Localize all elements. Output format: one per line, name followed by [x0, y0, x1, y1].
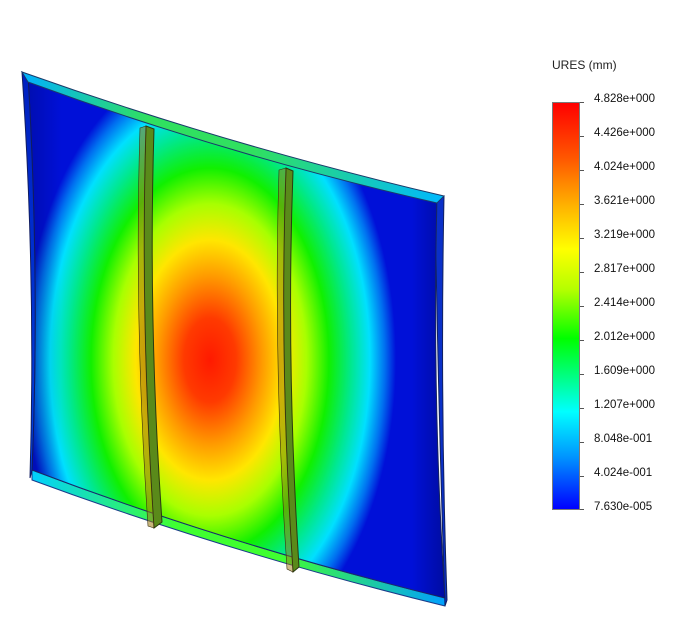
legend-tick-mark [580, 170, 584, 171]
legend-tick-label: 1.609e+000 [594, 365, 656, 377]
legend-tick-label: 4.828e+000 [594, 93, 656, 105]
legend-tick-mark [580, 408, 584, 409]
legend-tick-label: 2.414e+000 [594, 297, 656, 309]
legend-tick-label: 2.012e+000 [594, 331, 656, 343]
legend-tick-mark [580, 238, 584, 239]
stiffener-left-face [137, 125, 155, 529]
legend-tick-mark [580, 272, 584, 273]
legend-tick-mark [580, 476, 584, 477]
legend-tick-mark [580, 442, 584, 443]
panel-right-edge [434, 195, 448, 607]
legend-tick-label: 1.207e+000 [594, 399, 656, 411]
legend-tick-label: 7.630e-005 [594, 501, 653, 513]
panel-top-edge [20, 71, 445, 204]
legend-tick-label: 3.219e+000 [594, 229, 656, 241]
legend-tick-mark [580, 306, 584, 307]
panel-left-edge [21, 71, 36, 479]
legend-tick-mark [580, 136, 584, 137]
legend-tick-label: 2.817e+000 [594, 263, 656, 275]
legend-tick-mark [580, 340, 584, 341]
legend-tick-label: 4.024e-001 [594, 467, 653, 479]
legend-tick-mark [580, 204, 584, 205]
legend-tick-mark [580, 509, 584, 510]
legend-tick-label: 8.048e-001 [594, 433, 653, 445]
panel-face-shading [28, 75, 445, 598]
legend-color-bar [552, 102, 580, 510]
legend-title: URES (mm) [552, 58, 617, 72]
legend-tick-label: 4.426e+000 [594, 127, 656, 139]
legend-tick-mark [580, 102, 584, 103]
legend-tick-mark [580, 374, 584, 375]
legend-tick-label: 4.024e+000 [594, 161, 656, 173]
legend-tick-label: 3.621e+000 [594, 195, 656, 207]
stiffener-right-face [276, 167, 294, 573]
